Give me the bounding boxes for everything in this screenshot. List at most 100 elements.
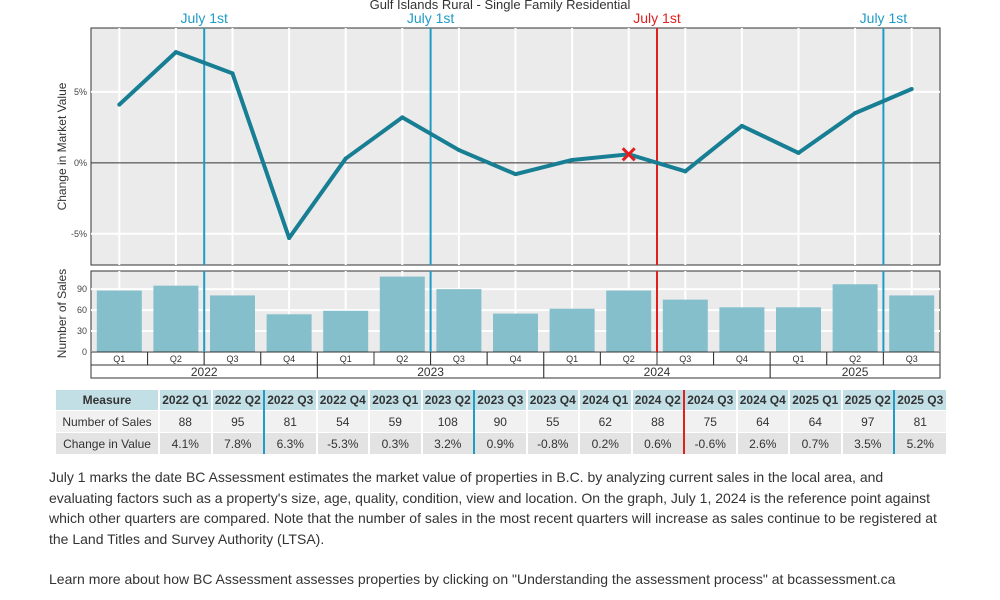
chart-title: Gulf Islands Rural - Single Family Resid…	[370, 0, 631, 12]
table-cell: 97	[841, 410, 895, 433]
change-point	[173, 50, 178, 55]
header-period: 2025 Q2	[841, 390, 895, 411]
table-cell: 108	[421, 410, 475, 433]
quarter-label: Q4	[283, 354, 295, 364]
table-cell: 54	[316, 410, 370, 433]
quarter-label: Q1	[792, 354, 804, 364]
sales-bar	[776, 307, 821, 352]
sales-bar	[379, 276, 425, 352]
year-label: 2024	[644, 365, 671, 379]
header-period: 2024 Q1	[579, 390, 633, 411]
table-row-change: Change in Value 4.1% 7.8% 6.3% -5.3% 0.3% 3.2%…	[56, 432, 948, 454]
sales-bar	[210, 295, 255, 352]
change-point	[117, 102, 122, 107]
y-tick-label: 30	[77, 326, 87, 336]
y-axis-label: Number of Sales	[55, 269, 69, 358]
change-point	[909, 87, 914, 92]
header-period: 2025 Q3	[894, 390, 948, 411]
change-point	[400, 115, 405, 120]
table-cell: 75	[684, 410, 738, 433]
table-cell: 88	[159, 410, 213, 433]
change-point	[570, 157, 575, 162]
year-cell	[769, 364, 941, 379]
y-tick-label: 0%	[74, 158, 87, 168]
table-cell: 64	[789, 410, 843, 433]
learn-more-paragraph: Learn more about how BC Assessment asses…	[49, 571, 896, 587]
quarter-label: Q4	[509, 354, 521, 364]
quarter-label: Q3	[906, 354, 918, 364]
table-cell: 88	[631, 410, 685, 433]
july-1st-label: July 1st	[407, 10, 455, 26]
july-1st-label: July 1st	[860, 10, 908, 26]
table-cell: 0.3%	[369, 432, 423, 454]
year-label: 2022	[191, 365, 218, 379]
table-cell: 81	[264, 410, 318, 433]
header-period: 2024 Q3	[684, 390, 738, 411]
sales-bar	[153, 285, 199, 352]
table-cell: 3.5%	[841, 432, 895, 454]
quarter-label: Q4	[736, 354, 748, 364]
header-measure: Measure	[56, 390, 160, 411]
sales-bar	[493, 313, 538, 352]
quarter-label: Q1	[113, 354, 125, 364]
quarter-label: Q3	[679, 354, 691, 364]
quarter-label: Q3	[226, 354, 238, 364]
row-label: Number of Sales	[56, 410, 160, 433]
header-period: 2022 Q3	[264, 390, 318, 411]
change-point	[456, 148, 461, 153]
table-cell: 0.9%	[474, 432, 528, 454]
table-cell: 95	[211, 410, 265, 433]
table-cell: 62	[579, 410, 633, 433]
table-cell: -0.8%	[526, 432, 580, 454]
sales-bar	[719, 307, 765, 352]
change-point	[796, 150, 801, 155]
year-label: 2025	[842, 365, 869, 379]
change-point	[853, 111, 858, 116]
july-1st-label: July 1st	[633, 10, 681, 26]
table-cell: 81	[894, 410, 948, 433]
data-table: Measure 2022 Q1 2022 Q2 2022 Q3 2022 Q4 2023 …	[56, 390, 948, 454]
table-cell: 3.2%	[421, 432, 475, 454]
reference-x-marker	[621, 147, 636, 162]
quarter-label: Q1	[340, 354, 352, 364]
y-tick-label: 90	[77, 284, 87, 294]
sales-bar	[662, 299, 708, 352]
y-tick-label: 60	[77, 305, 87, 315]
sales-bar	[889, 295, 935, 352]
sales-bar	[323, 310, 369, 352]
july-1st-label: July 1st	[180, 10, 228, 26]
change-point	[287, 236, 292, 241]
y-tick-label: 5%	[74, 87, 87, 97]
table-cell: 0.7%	[789, 432, 843, 454]
sales-bar	[606, 290, 652, 352]
quarter-label: Q2	[396, 354, 408, 364]
table-row-sales: Number of Sales 88 95 81 54 59 108 90 55 62 88 75 64…	[56, 410, 948, 433]
table-cell: 0.6%	[631, 432, 685, 454]
table-cell: 4.1%	[159, 432, 213, 454]
table-cell: 59	[369, 410, 423, 433]
sales-bar	[96, 290, 142, 352]
change-point	[230, 71, 235, 76]
header-period: 2022 Q1	[159, 390, 213, 411]
header-period: 2023 Q1	[369, 390, 423, 411]
table-cell: 90	[474, 410, 528, 433]
quarter-label: Q3	[453, 354, 465, 364]
table-cell: 2.6%	[736, 432, 790, 454]
header-period: 2025 Q1	[789, 390, 843, 411]
sales-bar	[549, 308, 595, 352]
header-period: 2023 Q3	[474, 390, 528, 411]
year-label: 2023	[417, 365, 444, 379]
header-period: 2022 Q4	[316, 390, 370, 411]
table-cell: 6.3%	[264, 432, 318, 454]
quarter-label: Q2	[849, 354, 861, 364]
change-point	[343, 156, 348, 161]
market-chart: Gulf Islands Rural - Single Family Resid…	[55, 0, 941, 379]
header-period: 2022 Q2	[211, 390, 265, 411]
row-label: Change in Value	[56, 432, 160, 454]
y-axis-label: Change in Market Value	[55, 82, 69, 210]
header-period: 2023 Q2	[421, 390, 475, 411]
quarter-label: Q2	[170, 354, 182, 364]
quarter-label: Q1	[566, 354, 578, 364]
explanation-paragraph: July 1 marks the date BC Assessment esti…	[49, 469, 937, 547]
sales-bar	[832, 284, 878, 352]
